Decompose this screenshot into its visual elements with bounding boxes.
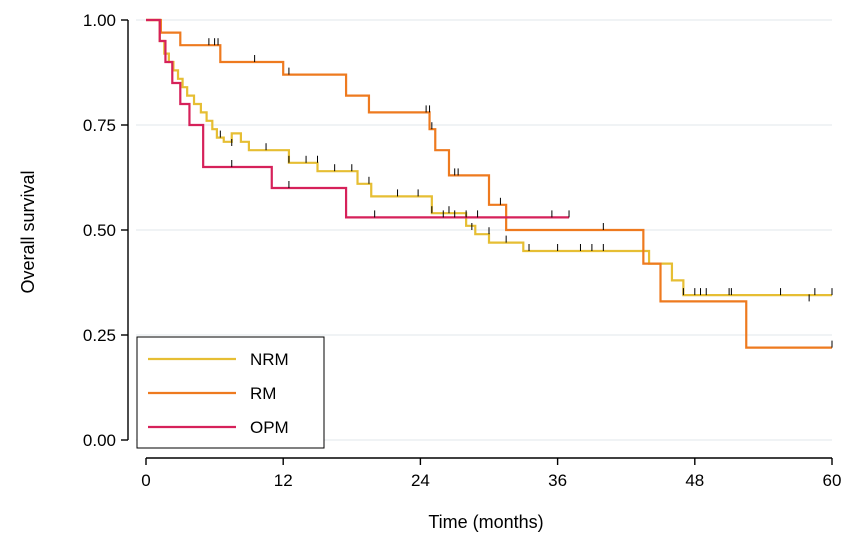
x-tick-label: 60 [823,471,842,490]
y-tick-label: 0.50 [83,221,116,240]
axes: 0.00 0.25 0.50 0.75 1.00 0 12 24 36 48 60 [83,11,842,490]
series-line-opm [146,18,570,219]
y-tick-label: 0.75 [83,116,116,135]
censor-marks [208,38,833,348]
legend-label-rm: RM [250,384,276,403]
y-axis-title: Overall survival [18,170,38,293]
x-tick-label: 48 [685,471,704,490]
x-tick-label: 24 [411,471,430,490]
series-lines [146,18,832,349]
series-line-rm [146,18,832,349]
legend-label-opm: OPM [250,418,289,437]
x-tick-label: 0 [141,471,150,490]
legend-label-nrm: NRM [250,350,289,369]
y-tick-label: 1.00 [83,11,116,30]
y-tick-label: 0.00 [83,431,116,450]
series-line-nrm [146,18,832,297]
x-tick-label: 12 [274,471,293,490]
legend: NRM RM OPM [136,336,325,449]
y-tick-label: 0.25 [83,326,116,345]
x-tick-label: 36 [548,471,567,490]
x-axis-title: Time (months) [428,512,543,532]
